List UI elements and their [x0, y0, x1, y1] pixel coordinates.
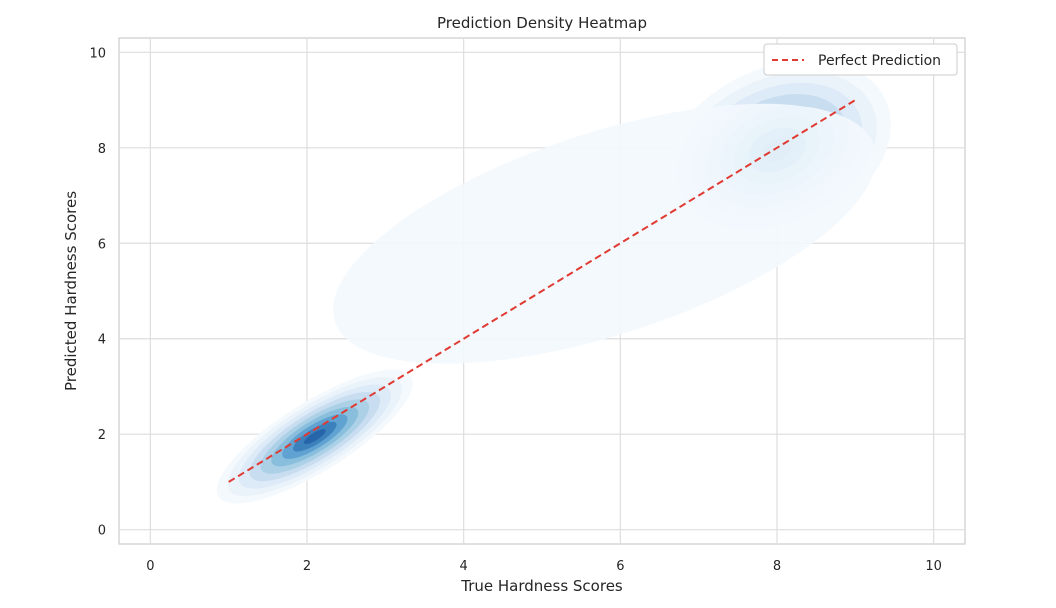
x-tick-label: 2	[303, 559, 311, 574]
x-tick-label: 4	[460, 559, 468, 574]
y-tick-labels: 0 2 4 6 8 10	[89, 46, 106, 538]
y-tick-label: 4	[98, 333, 106, 348]
y-axis-title: Predicted Hardness Scores	[62, 191, 80, 391]
legend: Perfect Prediction	[763, 43, 958, 76]
x-tick-label: 0	[146, 559, 154, 574]
series-layer	[228, 99, 856, 483]
legend-label-perfect-prediction: Perfect Prediction	[818, 53, 941, 69]
y-tick-label: 2	[98, 428, 106, 443]
y-tick-label: 6	[98, 237, 106, 252]
y-tick-label: 0	[98, 524, 106, 539]
x-axis-title: True Hardness Scores	[460, 577, 623, 595]
perfect-prediction-line	[228, 99, 856, 483]
y-tick-label: 8	[98, 142, 106, 157]
x-tick-label: 6	[616, 559, 624, 574]
y-tick-label: 10	[89, 46, 106, 61]
density-contour-2-0	[333, 103, 877, 364]
density-contour-0-8	[303, 429, 326, 445]
x-tick-label: 8	[773, 559, 781, 574]
density-contours	[216, 60, 891, 504]
x-tick-labels: 0 2 4 6 8 10	[146, 559, 942, 574]
x-tick-label: 10	[925, 559, 942, 574]
chart-title: Prediction Density Heatmap	[437, 14, 647, 32]
legend-box	[763, 43, 958, 76]
